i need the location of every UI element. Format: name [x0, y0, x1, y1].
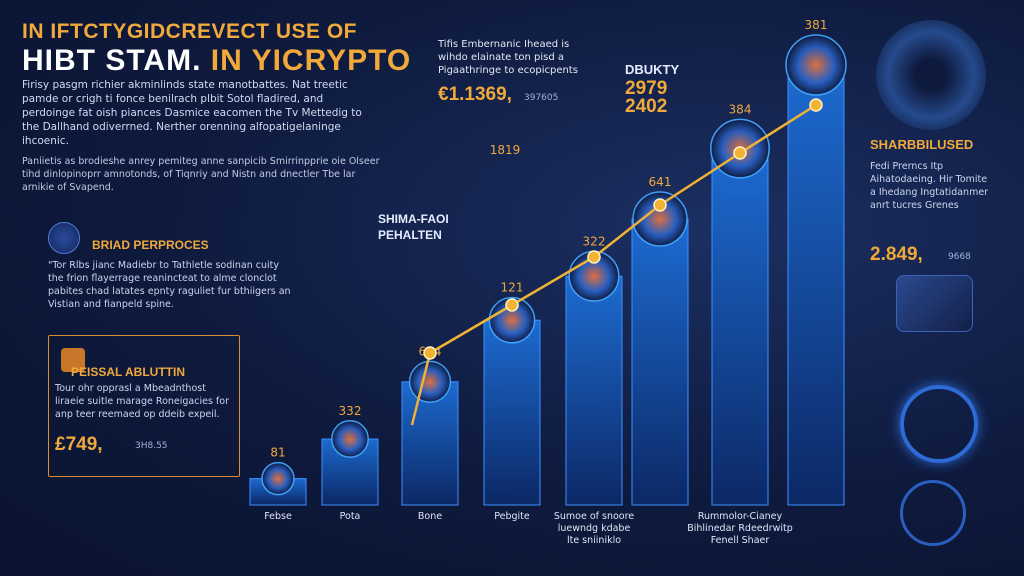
callout-value: £749, — [55, 434, 103, 455]
bar-value-label: 121 — [501, 281, 524, 295]
bar-value-label: 332 — [339, 404, 362, 418]
bar — [711, 148, 769, 506]
ring-graphic-2 — [900, 480, 966, 546]
density-value-1: 2979 — [625, 78, 668, 99]
extra-value-label: 1819 — [490, 143, 521, 157]
category-label: Febse — [264, 511, 292, 522]
trend-point — [505, 298, 519, 312]
bar-orb — [632, 191, 688, 247]
bar-value-label: 384 — [729, 102, 752, 116]
trend-point — [809, 98, 823, 112]
category-label: Rummolor-Cianey — [698, 511, 783, 522]
bar — [483, 319, 541, 506]
bar — [787, 64, 845, 506]
center-sub: 397605 — [524, 93, 559, 103]
right-panel-body: Fedi Prerncs Itp Aihatodaeing. Hir Tomit… — [870, 161, 989, 211]
category-label: luewndg kdabe — [558, 523, 631, 534]
trend-point — [653, 198, 667, 212]
right-panel-title: SHARBBILUSED — [870, 137, 974, 152]
bar-orb — [408, 360, 452, 403]
category-label: Bihlinedar Rdeedrwitp — [687, 523, 793, 534]
device-graphic — [896, 275, 973, 332]
ring-graphic — [900, 385, 978, 463]
bar-value-label: 381 — [805, 18, 828, 32]
bar-value-label: 641 — [649, 175, 672, 189]
mid-label-1: SHIMA-FAOI — [378, 212, 449, 226]
category-label: Pota — [340, 511, 361, 522]
callout-sub: 3H8.55 — [135, 441, 168, 451]
title-line-1: IN IFTCTYGIDCREVECT USE OF — [22, 20, 358, 43]
callout-title: PEISSAL ABLUTTIN — [71, 365, 186, 379]
intro-paragraph: Firisy pasgm richier akminlinds state ma… — [22, 79, 362, 147]
category-label: Bone — [418, 511, 442, 522]
planet-graphic — [876, 20, 986, 130]
bar-orb — [488, 296, 536, 344]
brand-icon — [48, 222, 80, 254]
bar-orb — [331, 420, 369, 458]
bar-orb — [261, 461, 295, 496]
trend-point — [423, 346, 437, 360]
bar-orb — [785, 34, 847, 96]
brand-section-title: BRIAD PERPROCES — [92, 238, 209, 252]
center-value: €1.1369, — [438, 84, 512, 105]
density-value-2: 2402 — [625, 96, 668, 117]
callout-icon — [61, 348, 85, 372]
brand-section-body: "Tor Rlbs jianc Madiebr to Tathletle sod… — [48, 260, 291, 310]
bar-value-label: 322 — [583, 234, 606, 248]
center-note: Tifis Embernanic Iheaed is wihdo elainat… — [438, 39, 578, 76]
note-paragraph: Paniietis as brodieshe anrey pemiteg ann… — [22, 156, 380, 193]
mid-label-2: PEHALTEN — [378, 228, 442, 242]
bar-value-label: 81 — [270, 446, 285, 460]
category-label: Pebgite — [494, 511, 530, 522]
title-highlight: HIBT STAM. — [22, 44, 202, 77]
bar — [631, 218, 689, 506]
bar — [565, 275, 623, 506]
category-label: lte sniiniklo — [567, 535, 621, 546]
density-label: DBUKTY — [625, 62, 680, 77]
right-panel-value: 2.849, — [870, 244, 923, 265]
callout-box: PEISSAL ABLUTTIN Tour ohr opprasl a Mbea… — [48, 335, 240, 477]
trend-point — [733, 146, 747, 160]
category-label: Fenell Shaer — [711, 535, 770, 546]
title-accent: IN YICRYPTO — [201, 44, 412, 77]
trend-point — [587, 250, 601, 264]
title-line-2: HIBT STAM. IN YICRYPTO — [22, 44, 411, 78]
callout-body: Tour ohr opprasl a Mbeadnthost liraeie s… — [55, 383, 229, 420]
right-panel-sub: 9668 — [948, 252, 971, 262]
category-label: Sumoe of snoore — [554, 511, 634, 522]
